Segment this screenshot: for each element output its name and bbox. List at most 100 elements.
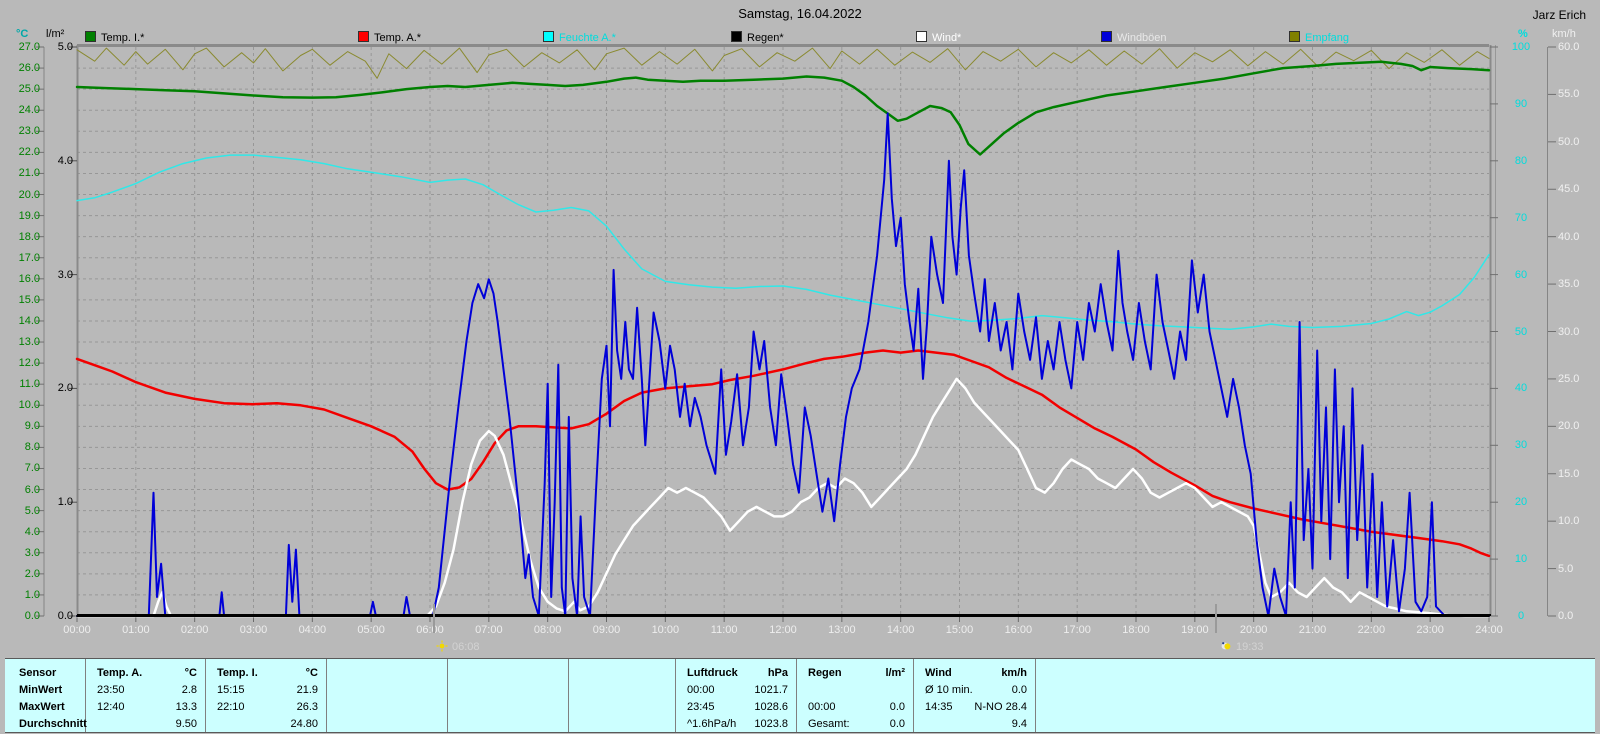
ylabel-kmh: 15.0 xyxy=(1558,467,1580,480)
legend-item-regen-: Regen* xyxy=(731,31,784,44)
ylabel-percent: 100 xyxy=(1511,41,1531,53)
legend-swatch xyxy=(731,31,742,42)
table-value: 21.9 xyxy=(296,684,318,696)
table-cell: 23:50 xyxy=(97,684,125,696)
table-header: Wind xyxy=(925,667,952,679)
ylabel-celsius: 17.0 xyxy=(18,251,40,264)
table-cell: 15:15 xyxy=(217,684,245,696)
legend-label: Temp. A.* xyxy=(374,32,422,44)
xlabel-time: 12:00 xyxy=(769,624,797,636)
table-cell: 00:00 xyxy=(808,701,836,713)
xlabel-time: 11:00 xyxy=(710,624,738,636)
ylabel-kmh: 55.0 xyxy=(1558,88,1580,101)
unit-celsius-label: °C xyxy=(16,28,29,40)
ylabel-celsius: 15.0 xyxy=(18,293,40,306)
sunset-tick xyxy=(1215,604,1217,633)
series-wind xyxy=(75,377,1491,618)
xlabel-time: 09:00 xyxy=(592,624,621,636)
sunset-time: 19:33 xyxy=(1236,641,1264,653)
ylabel-kmh: 10.0 xyxy=(1558,515,1580,528)
series-windb-en xyxy=(76,112,1490,617)
legend-label: Empfang xyxy=(1305,32,1350,44)
xlabel-time: 01:00 xyxy=(122,624,150,636)
ylabel-celsius: 16.0 xyxy=(18,272,40,285)
legend-swatch xyxy=(1289,31,1300,42)
table-column-temp-a-: Temp. A. °C 23:50 2.8 12:40 13.3 9.50 xyxy=(85,659,206,732)
ylabel-kmh: 5.0 xyxy=(1558,562,1574,575)
table-value: 1028.6 xyxy=(754,701,788,713)
ylabel-celsius: 19.0 xyxy=(18,209,40,222)
ylabel-celsius: 3.0 xyxy=(24,546,40,559)
unit-percent-label: % xyxy=(1518,28,1528,40)
xlabel-time: 17:00 xyxy=(1063,624,1091,636)
table-cell: 00:00 xyxy=(687,684,715,696)
ylabel-kmh: 0.0 xyxy=(1558,610,1574,622)
table-column-empty-3 xyxy=(326,659,448,732)
ylabel-celsius: 20.0 xyxy=(18,188,40,201)
table-cell: 14:35 xyxy=(925,701,953,713)
table-value: 13.3 xyxy=(175,701,197,713)
ylabel-celsius: 6.0 xyxy=(24,483,40,496)
legend-item-feuchte-a-: Feuchte A.* xyxy=(543,31,616,44)
table-column-empty-9 xyxy=(1035,659,1595,732)
table-cell: 22:10 xyxy=(217,701,245,713)
table-cell: MaxWert xyxy=(19,701,65,713)
legend-item-temp-a-: Temp. A.* xyxy=(358,31,422,44)
xlabel-time: 06:00 xyxy=(416,624,444,636)
ylabel-lm2: 1.0 xyxy=(57,496,73,509)
ylabel-celsius: 21.0 xyxy=(18,167,40,180)
ylabel-celsius: 9.0 xyxy=(24,420,40,433)
ylabel-percent: 0 xyxy=(1517,610,1525,622)
ylabel-percent: 20 xyxy=(1514,496,1528,509)
ylabel-kmh: 30.0 xyxy=(1558,325,1580,338)
table-cell: 12:40 xyxy=(97,701,125,713)
unit-lm2-label: l/m² xyxy=(46,28,65,40)
xlabel-time: 08:00 xyxy=(533,624,562,636)
table-column-wind: Wind km/h Ø 10 min. 0.0 14:35 N-NO 28.4 9.4 xyxy=(913,659,1036,732)
ylabel-percent: 70 xyxy=(1514,211,1528,224)
xlabel-time: 14:00 xyxy=(886,624,915,636)
ylabel-percent: 80 xyxy=(1514,154,1528,167)
xlabel-time: 21:00 xyxy=(1298,624,1327,636)
ylabel-kmh: 40.0 xyxy=(1558,230,1580,243)
ylabel-celsius: 27.0 xyxy=(18,41,40,53)
xlabel-time: 19:00 xyxy=(1181,624,1209,636)
ylabel-celsius: 5.0 xyxy=(24,504,40,517)
ylabel-kmh: 45.0 xyxy=(1558,183,1580,196)
table-header-unit: l/m² xyxy=(885,667,905,679)
ylabel-celsius: 25.0 xyxy=(18,83,40,96)
legend-item-windb-en: Windböen xyxy=(1101,31,1167,44)
table-value: 2.8 xyxy=(181,684,197,696)
unit-kmh-label: km/h xyxy=(1552,28,1576,40)
ylabel-percent: 60 xyxy=(1514,268,1528,281)
table-header: Temp. A. xyxy=(97,667,143,679)
xlabel-time: 16:00 xyxy=(1004,624,1033,636)
table-cell: Durchschnitt xyxy=(19,718,87,730)
table-value: 0.0 xyxy=(889,701,905,713)
legend-label: Feuchte A.* xyxy=(559,32,616,44)
table-value: 24.80 xyxy=(290,718,318,730)
ylabel-celsius: 24.0 xyxy=(18,104,40,117)
table-column-regen: Regen l/m² 00:00 0.0 Gesamt: 0.0 xyxy=(796,659,914,732)
table-value: 0.0 xyxy=(1011,684,1027,696)
series-feuchte-a- xyxy=(76,154,1490,330)
ylabel-percent: 90 xyxy=(1514,97,1528,110)
sunrise-icon xyxy=(436,640,448,652)
table-value: 9.50 xyxy=(175,718,197,730)
ylabel-kmh: 50.0 xyxy=(1558,135,1580,148)
xlabel-time: 18:00 xyxy=(1122,624,1150,636)
legend-swatch xyxy=(358,31,369,42)
table-header: Sensor xyxy=(19,667,57,679)
legend-label: Windböen xyxy=(1117,32,1167,44)
xlabel-time: 15:00 xyxy=(945,624,974,636)
ylabel-celsius: 10.0 xyxy=(18,399,40,412)
ylabel-lm2: 3.0 xyxy=(57,268,73,281)
xlabel-time: 02:00 xyxy=(180,624,209,636)
ylabel-celsius: 23.0 xyxy=(18,125,40,138)
xlabel-time: 03:00 xyxy=(239,624,268,636)
table-column-temp-i-: Temp. I. °C 15:15 21.9 22:10 26.3 24.80 xyxy=(205,659,327,732)
table-value: 1023.8 xyxy=(754,718,788,730)
table-header: Temp. I. xyxy=(217,667,258,679)
